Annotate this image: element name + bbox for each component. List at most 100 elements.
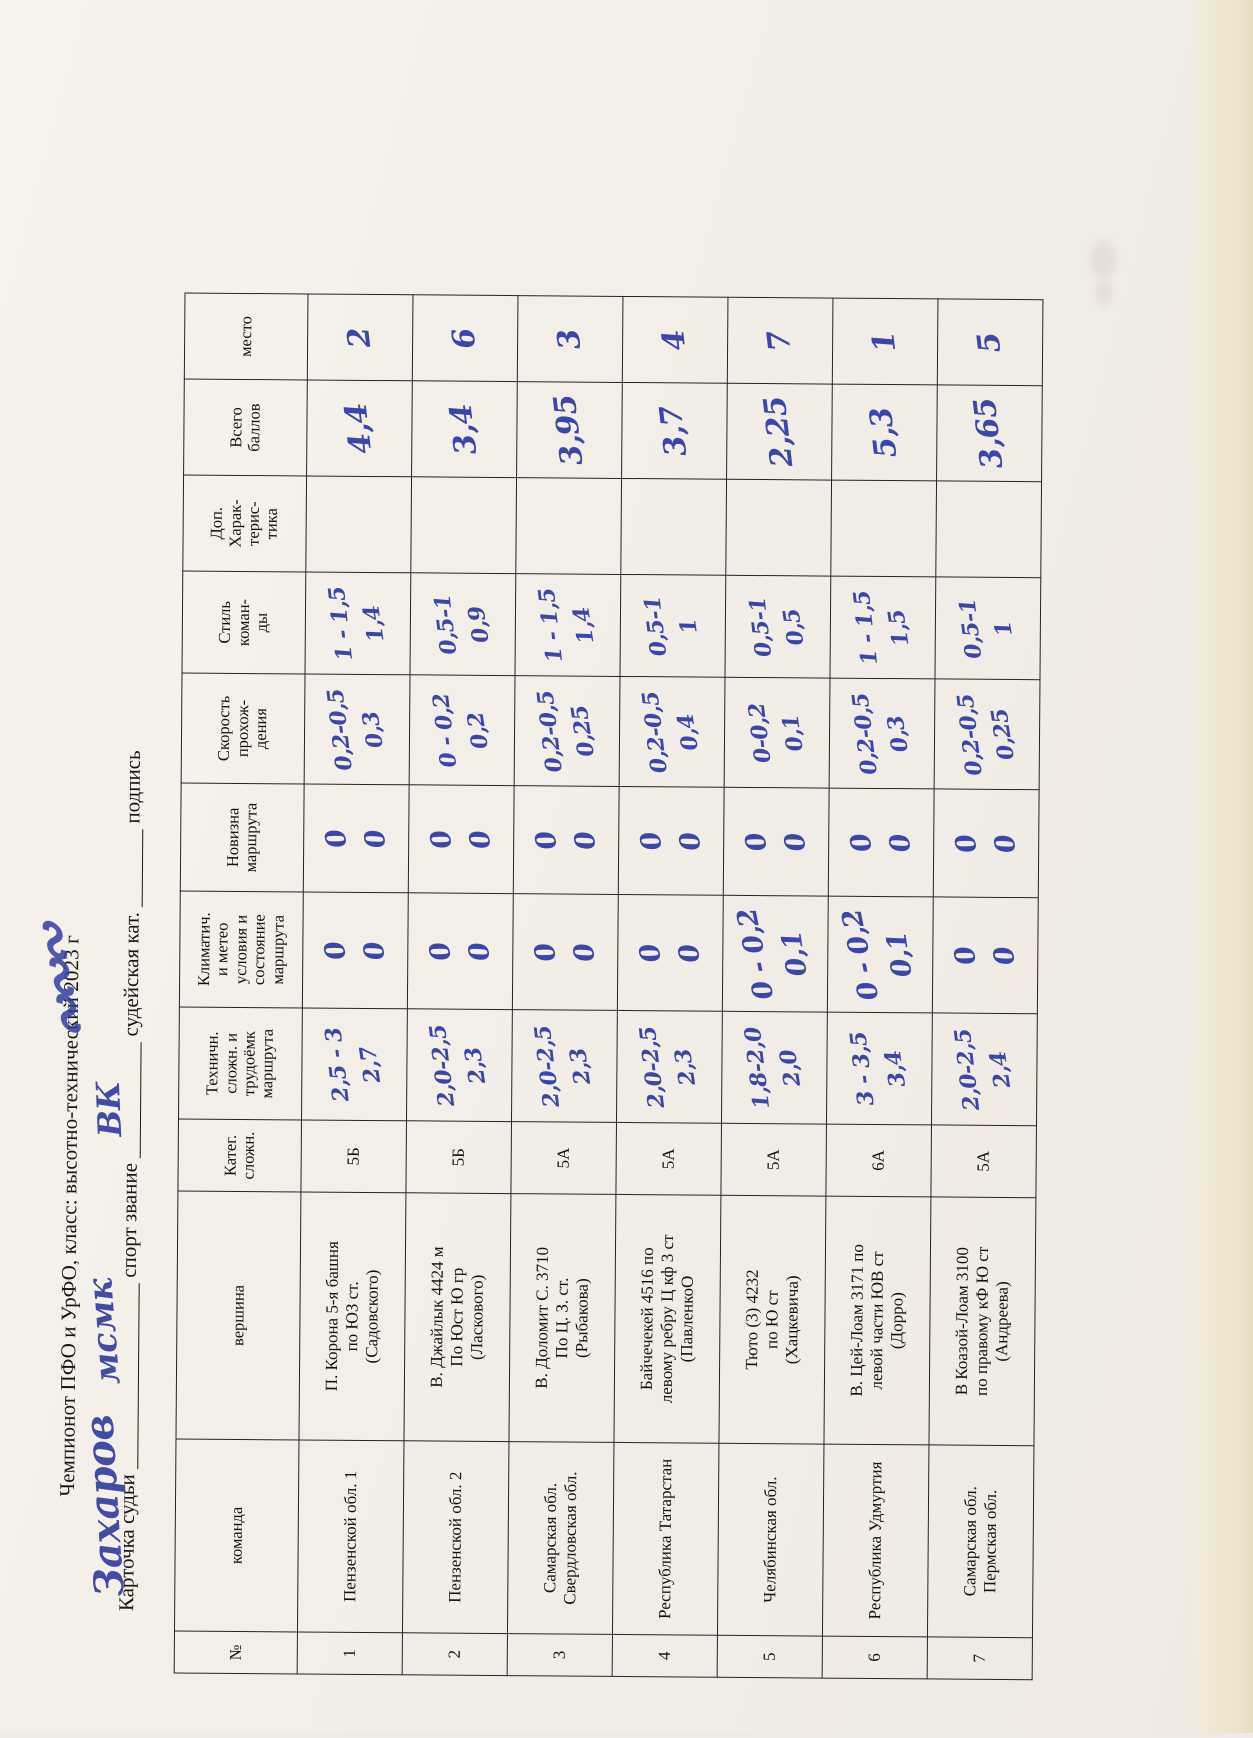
cell-extra [935, 480, 1042, 578]
header-no: № [174, 1630, 298, 1674]
cell-speed: 0,2-0,5 0,3 [829, 678, 935, 789]
cell-style: 1 - 1,5 1,5 [829, 576, 936, 679]
cell-no: 4 [612, 1634, 718, 1678]
cell-place: 4 [622, 296, 728, 384]
sport-rank-label: спорт звание [116, 1162, 142, 1278]
cell-technical: 2,0-2,5 2,3 [406, 1008, 513, 1122]
cell-total: 3,65 [936, 384, 1043, 482]
cell-team: Республика Удмуртия [822, 1444, 929, 1637]
table-row: 2 Пензенской обл. 2 В. Джайлык 4424 м По Юс… [402, 294, 518, 1676]
table-row: 6 Республика Удмуртия В. Цей-Лоам 3171 по л… [822, 298, 938, 1679]
cell-total: 3,7 [621, 382, 728, 480]
cell-style: 1 - 1,5 1,4 [305, 571, 411, 675]
cell-place: 7 [727, 297, 833, 385]
cell-total: 3,4 [411, 380, 518, 478]
cell-technical: 3 - 3,5 3,4 [826, 1012, 933, 1125]
cell-technical: 2,0-2,5 2,4 [931, 1012, 1038, 1126]
table-row: 1 Пензенской обл. 1 П. Корона 5-я башня по … [297, 293, 413, 1675]
cell-no: 6 [822, 1636, 928, 1679]
cell-speed: 0,2-0,5 0,3 [304, 673, 410, 785]
cell-extra [305, 475, 412, 573]
cell-peak: В. Доломит С. 3710 По Ц. З. ст. (Рыбакова) [508, 1193, 616, 1443]
cell-extra [410, 476, 517, 574]
cell-technical: 2,0-2,5 2,3 [511, 1009, 618, 1123]
cell-place: 6 [412, 294, 518, 382]
paper-smudge-2 [1095, 280, 1113, 306]
cell-category: 5А [930, 1124, 1037, 1198]
cell-extra [620, 478, 727, 576]
cell-no: 7 [927, 1636, 1033, 1680]
cell-no: 1 [297, 1631, 403, 1675]
cell-category: 6А [825, 1124, 932, 1197]
cell-no: 2 [402, 1632, 508, 1676]
cell-total: 5,3 [831, 384, 938, 481]
header-novelty: Новизна маршрута [180, 782, 305, 892]
cell-extra [515, 477, 622, 575]
cell-speed: 0,2-0,5 0,25 [514, 675, 620, 787]
cell-category: 5Б [300, 1119, 407, 1193]
cell-extra [830, 480, 937, 577]
judge-category-rule [119, 828, 144, 907]
cell-speed: 0,2-0,5 0,25 [934, 678, 1040, 790]
signature-label: подпись [120, 750, 145, 824]
cell-peak: В. Джайлык 4424 м По Юст Ю гр (Ласкового) [403, 1192, 511, 1442]
cell-technical: 1,8-2,0 2,0 [721, 1011, 828, 1125]
table-row: 7 Самарская обл. Пермская обл. В Коазой-Лоа… [927, 298, 1043, 1680]
header-team: команда [174, 1438, 299, 1632]
handwritten-sport-rank: мсмк [80, 1277, 129, 1387]
cell-extra [725, 479, 832, 577]
cell-total: 2,25 [726, 383, 833, 481]
cell-place: 1 [832, 298, 938, 385]
header-speed: Скорость прохож- дения [181, 673, 306, 784]
header-total: Всего баллов [183, 379, 308, 476]
cell-category: 5А [720, 1123, 827, 1197]
handwritten-signature-scrawl: ∾∾∾ [17, 927, 105, 1042]
table-body: 1 Пензенской обл. 1 П. Корона 5-я башня по … [297, 293, 1043, 1680]
cell-no: 3 [507, 1633, 613, 1677]
cell-team: Пензенской обл. 1 [297, 1439, 404, 1633]
handwritten-judge-category: ВК [88, 1080, 130, 1138]
scorecard-table: № команда вершина Катег. сложн. Техничн.… [174, 293, 1044, 1681]
cell-style: 0,5-1 0,9 [409, 572, 516, 676]
table-row: 4 Республика Татарстан Байчечекей 4516 по л… [612, 296, 728, 1678]
table-row: 3 Самарская обл. Свердловская обл. В. Долом… [507, 295, 623, 1677]
cell-technical: 2,0-2,5 2,3 [616, 1010, 723, 1124]
header-category: Катег. сложн. [177, 1118, 302, 1192]
cell-peak: Тюто (3) 4232 по Ю ст (Хацкевича) [718, 1195, 826, 1445]
table-header-row: № команда вершина Катег. сложн. Техничн.… [174, 293, 308, 1674]
header-climate: Климатич. и метео условия и состояние ма… [179, 890, 304, 1008]
cell-style: 0,5-1 1 [619, 574, 726, 678]
cell-team: Республика Татарстан [612, 1442, 719, 1636]
cell-style: 1 - 1,5 1,4 [514, 573, 621, 677]
table-row: 5 Челябинская обл. Тюто (3) 4232 по Ю ст (Ха… [717, 297, 833, 1679]
cell-speed: 0,2-0,5 0,4 [619, 676, 725, 788]
cell-place: 3 [517, 295, 623, 383]
header-technical: Техничн. сложн. и трудоёмк маршрута [178, 1006, 303, 1120]
cell-place: 5 [937, 298, 1043, 386]
cell-peak: Байчечекей 4516 по левому ребру Ц кф 3 ст… [613, 1194, 721, 1444]
cell-team: Самарская обл. Свердловская обл. [507, 1441, 614, 1635]
cell-team: Челябинская обл. [717, 1443, 824, 1637]
header-extra: Доп. Харак- терис- тика [182, 475, 307, 572]
cell-category: 5Б [405, 1120, 512, 1194]
cell-total: 4,4 [306, 379, 413, 477]
cell-team: Самарская обл. Пермская обл. [927, 1444, 1034, 1638]
cell-technical: 2,5 - 3 2,7 [301, 1007, 408, 1121]
cell-category: 5А [615, 1122, 722, 1196]
cell-no: 5 [717, 1635, 823, 1679]
cell-peak: П. Корона 5-я башня по ЮЗ ст. (Садовского) [298, 1191, 406, 1441]
